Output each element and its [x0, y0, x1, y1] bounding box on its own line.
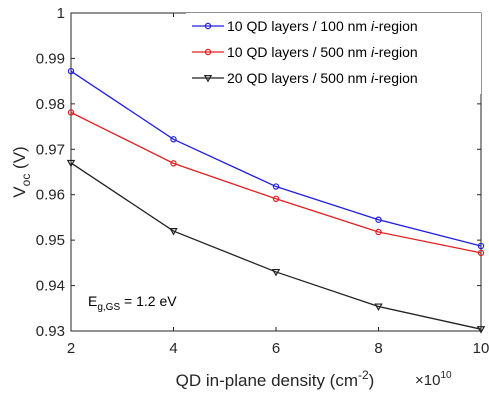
x-axis-multiplier: ×1010 [415, 370, 452, 389]
y-tick-label-1: 0.94 [36, 278, 65, 295]
y-axis-label-main: V [10, 186, 29, 198]
series-3-point-4 [374, 303, 383, 311]
legend-label-1-suffix: -region [374, 18, 418, 34]
series-2-point-2 [170, 160, 177, 167]
bandgap-annotation: Eg,GS = 1.2 eV [88, 293, 177, 313]
bandgap-annotation-subscript: g,GS [97, 302, 120, 313]
series-1-point-3 [272, 183, 280, 190]
legend-label-2-italic: i [371, 44, 375, 60]
series-layer [66, 67, 486, 334]
x-tick-label-1: 4 [169, 340, 177, 357]
y-tick-label-5: 0.98 [36, 96, 65, 113]
y-axis-label-unit: (V) [10, 146, 29, 173]
series-1-point-1 [67, 67, 75, 75]
legend-label-3-suffix: -region [374, 70, 418, 86]
y-axis-ticks: 0.93 0.94 0.95 0.96 0.97 0.98 0.99 1 [36, 5, 481, 340]
series-2-line [70, 111, 482, 254]
y-tick-label-3: 0.96 [36, 187, 65, 204]
legend-entry-2: 10 QD layers / 500 nm i-region [192, 44, 418, 60]
x-axis-label-main: QD in-plane density (cm [176, 371, 358, 390]
y-tick-label-7: 1 [57, 5, 65, 22]
series-1 [67, 67, 485, 250]
series-2-point-3 [272, 195, 280, 203]
x-axis-multiplier-base: ×10 [415, 372, 440, 389]
y-axis-label: Voc (V) [10, 146, 33, 197]
legend-entry-1: 10 QD layers / 100 nm i-region [192, 18, 418, 34]
legend-label-2-text: 10 QD layers / 500 nm [227, 44, 371, 60]
legend-label-2: 10 QD layers / 500 nm i-region [227, 44, 418, 60]
bandgap-annotation-main: E [88, 293, 97, 309]
series-2 [67, 109, 485, 257]
series-3-point-2 [169, 228, 178, 236]
legend-marker-1 [204, 22, 212, 30]
series-2-point-5 [477, 249, 485, 257]
y-tick-label-0: 0.93 [36, 323, 65, 340]
series-1-point-2 [170, 136, 177, 143]
series-3 [66, 159, 486, 334]
x-tick-label-4: 10 [473, 340, 489, 357]
legend-label-3-italic: i [371, 70, 375, 86]
legend-box [186, 13, 481, 94]
series-1-line [70, 70, 482, 247]
bandgap-annotation-value: = 1.2 eV [120, 293, 177, 309]
legend-label-2-suffix: -region [374, 44, 418, 60]
series-3-point-1 [66, 159, 76, 168]
series-1-point-5 [477, 242, 485, 250]
x-axis-multiplier-exponent: 10 [440, 370, 452, 381]
legend: 10 QD layers / 100 nm i-region 10 QD lay… [186, 13, 481, 94]
y-axis-label-subscript: oc [19, 174, 33, 187]
x-tick-label-0: 2 [67, 340, 75, 357]
x-axis-label-end: ) [369, 371, 375, 390]
legend-label-1-italic: i [371, 18, 375, 34]
series-1-point-4 [375, 216, 382, 223]
legend-label-3: 20 QD layers / 500 nm i-region [227, 70, 418, 86]
x-axis-label-superscript: -2 [358, 368, 369, 382]
y-tick-label-2: 0.95 [36, 232, 65, 249]
series-2-point-4 [375, 228, 382, 236]
legend-label-3-text: 20 QD layers / 500 nm [227, 70, 371, 86]
series-3-line [70, 162, 482, 330]
x-tick-label-2: 6 [272, 340, 280, 357]
legend-marker-2 [204, 48, 212, 56]
y-tick-label-6: 0.99 [36, 50, 65, 67]
x-tick-label-3: 8 [374, 340, 382, 357]
series-2-point-1 [67, 109, 75, 116]
y-tick-label-4: 0.97 [36, 141, 65, 158]
legend-label-1-text: 10 QD layers / 100 nm [227, 18, 371, 34]
series-3-point-5 [476, 326, 486, 334]
legend-label-1: 10 QD layers / 100 nm i-region [227, 18, 418, 34]
series-3-point-3 [271, 268, 281, 277]
legend-entry-3: 20 QD layers / 500 nm i-region [192, 70, 418, 86]
x-axis-label: QD in-plane density (cm-2) [176, 368, 375, 390]
legend-marker-3 [203, 75, 213, 83]
